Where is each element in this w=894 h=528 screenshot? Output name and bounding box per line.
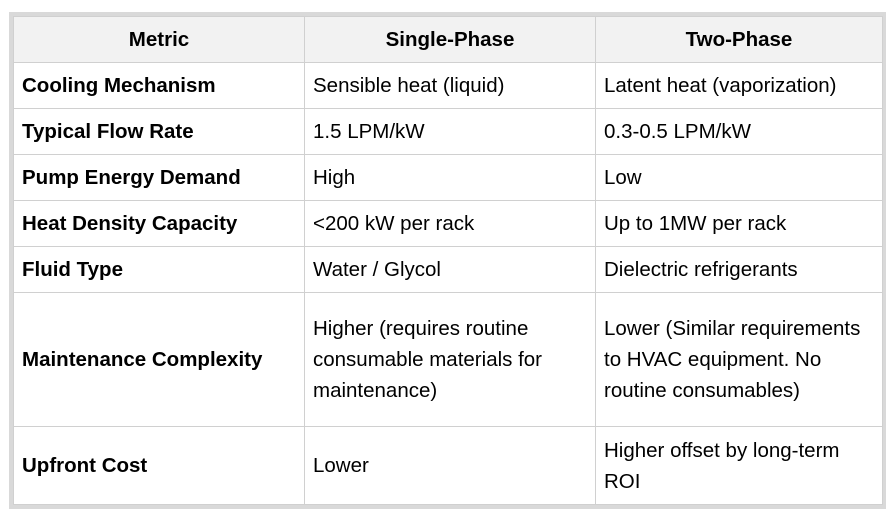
single-phase-value: Sensible heat (liquid) — [304, 62, 596, 109]
table-row: Cooling Mechanism Sensible heat (liquid)… — [13, 62, 883, 109]
table-row: Pump Energy Demand High Low — [13, 154, 883, 201]
row-metric-label: Heat Density Capacity — [13, 200, 305, 247]
two-phase-value: Latent heat (vaporization) — [595, 62, 883, 109]
header-two-phase: Two-Phase — [595, 16, 883, 63]
two-phase-value: 0.3-0.5 LPM/kW — [595, 108, 883, 155]
two-phase-value: Lower (Similar requirements to HVAC equi… — [595, 292, 883, 427]
table-row: Maintenance Complexity Higher (requires … — [13, 292, 883, 427]
comparison-table-container: Metric Single-Phase Two-Phase Cooling Me… — [9, 12, 886, 509]
table-header-row: Metric Single-Phase Two-Phase — [13, 16, 883, 63]
single-phase-value: Higher (requires routine consumable mate… — [304, 292, 596, 427]
header-metric: Metric — [13, 16, 305, 63]
table-row: Fluid Type Water / Glycol Dielectric ref… — [13, 246, 883, 293]
row-metric-label: Pump Energy Demand — [13, 154, 305, 201]
two-phase-value: Up to 1MW per rack — [595, 200, 883, 247]
comparison-table: Metric Single-Phase Two-Phase Cooling Me… — [13, 16, 883, 505]
row-metric-label: Maintenance Complexity — [13, 292, 305, 427]
two-phase-value: Low — [595, 154, 883, 201]
single-phase-value: Water / Glycol — [304, 246, 596, 293]
table-row: Typical Flow Rate 1.5 LPM/kW 0.3-0.5 LPM… — [13, 108, 883, 155]
single-phase-value: Lower — [304, 426, 596, 505]
row-metric-label: Typical Flow Rate — [13, 108, 305, 155]
table-row: Heat Density Capacity <200 kW per rack U… — [13, 200, 883, 247]
row-metric-label: Upfront Cost — [13, 426, 305, 505]
row-metric-label: Cooling Mechanism — [13, 62, 305, 109]
two-phase-value: Higher offset by long-term ROI — [595, 426, 883, 505]
header-single-phase: Single-Phase — [304, 16, 596, 63]
single-phase-value: High — [304, 154, 596, 201]
two-phase-value: Dielectric refrigerants — [595, 246, 883, 293]
table-row: Upfront Cost Lower Higher offset by long… — [13, 426, 883, 505]
single-phase-value: <200 kW per rack — [304, 200, 596, 247]
row-metric-label: Fluid Type — [13, 246, 305, 293]
single-phase-value: 1.5 LPM/kW — [304, 108, 596, 155]
